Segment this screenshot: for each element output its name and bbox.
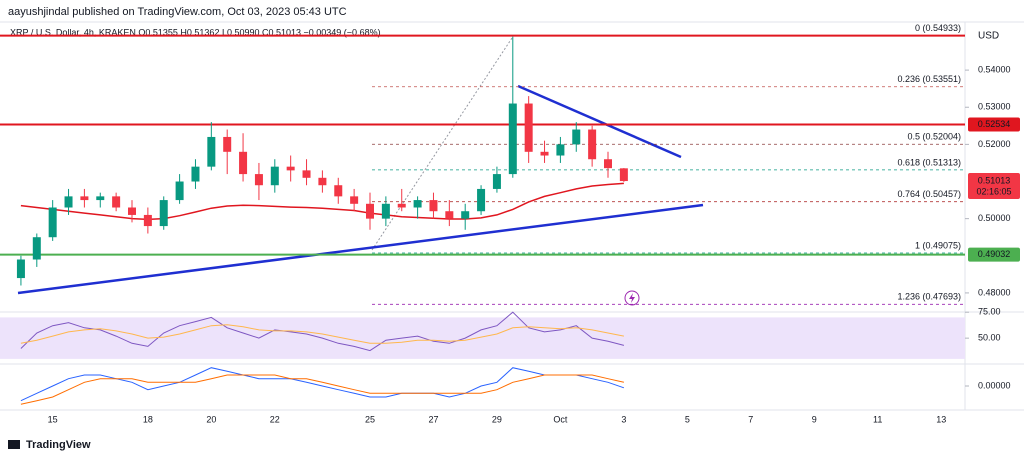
candle-body [397, 203, 406, 208]
trendline [517, 84, 682, 159]
candle-body [270, 166, 279, 186]
alert-icon [624, 290, 640, 306]
candle-body [223, 136, 232, 152]
candle-body [413, 200, 422, 208]
fib-label: 1 (0.49075) [915, 240, 961, 250]
indicator-line [20, 324, 624, 344]
indicator-line [20, 367, 625, 402]
price-tag-label: 0.52534 [978, 119, 1011, 129]
candle-body [556, 144, 565, 156]
x-tick-label: 22 [270, 414, 280, 424]
y-tick-label: 0.52000 [978, 139, 1011, 149]
price-tag-label: 0.51013 [978, 175, 1011, 185]
y-tick-label: 0.48000 [978, 287, 1011, 297]
candle-body [32, 237, 41, 260]
candle-body [604, 159, 612, 169]
candle-body [492, 174, 501, 189]
candle-body [16, 259, 25, 279]
y-unit: USD [978, 31, 999, 42]
x-tick-label: 13 [936, 414, 946, 424]
candle-body [207, 136, 216, 167]
source: TradingView [26, 439, 91, 451]
logo [8, 440, 20, 449]
candle-body [619, 168, 628, 182]
candle-body [366, 203, 374, 219]
x-tick-label: 3 [621, 414, 626, 424]
fib-label: 1.236 (0.47693) [897, 292, 961, 302]
candle-body [143, 214, 152, 227]
price-tag [968, 117, 1020, 132]
candle-body [350, 196, 359, 204]
y-tick-label: 50.00 [978, 333, 1001, 343]
candle-body [540, 151, 549, 156]
candle-body [239, 151, 248, 175]
price-tag [968, 247, 1020, 262]
candle-body [159, 200, 168, 227]
x-tick-label: 25 [365, 414, 375, 424]
indicator-line [20, 311, 625, 352]
y-tick-label: 0.54000 [978, 64, 1011, 74]
y-tick-label: 0.00000 [978, 380, 1011, 390]
plot: 15 18 20 22 25 27 29 Oct 3 5 7 9 11 13 0.54000 0.53000 0… [0, 23, 1024, 424]
candle-body [128, 207, 136, 215]
candle-body [80, 196, 89, 201]
fib-label: 0.5 (0.52004) [907, 132, 961, 142]
trendline [17, 203, 704, 295]
y-tick-label: 0.50000 [978, 213, 1011, 223]
fib-label: 0.764 (0.50457) [897, 189, 961, 199]
candle-body [286, 166, 295, 171]
candle-body [461, 211, 470, 219]
x-tick-label: 27 [428, 414, 438, 424]
x-tick-label: 9 [812, 414, 817, 424]
candle-body [191, 166, 200, 182]
x-tick-label: 15 [48, 414, 58, 424]
fib-label: 0 (0.54933) [915, 23, 961, 33]
candle-body [445, 211, 454, 219]
candle-body [588, 129, 597, 160]
x-tick-label: 20 [206, 414, 216, 424]
x-tick-label: 5 [685, 414, 690, 424]
price-tag [968, 173, 1020, 200]
fib-label: 0.236 (0.53551) [897, 74, 961, 84]
candle-body [64, 196, 73, 208]
candle-body [48, 207, 57, 238]
candle-body [477, 188, 486, 212]
indicator-line [20, 374, 625, 405]
price-tag-countdown: 02:16:05 [976, 186, 1011, 196]
candle-body [334, 185, 343, 197]
candle-body [381, 203, 390, 219]
candle-body [175, 181, 184, 201]
candle-body [254, 174, 263, 186]
x-tick-label: 11 [873, 414, 882, 424]
candle-body [318, 177, 327, 186]
candle-body [96, 196, 105, 201]
candle-body [508, 103, 517, 175]
price-tag-label: 0.49032 [978, 249, 1011, 259]
chart-title: aayushjindal published on TradingView.co… [8, 6, 347, 18]
x-tick-label: 18 [143, 414, 153, 424]
x-tick-label: 7 [748, 414, 753, 424]
candle-body [302, 170, 311, 178]
rsi-band [0, 317, 965, 359]
fib-label: 0.618 (0.51313) [897, 157, 961, 167]
moving-average [20, 182, 624, 221]
candle-body [112, 196, 121, 208]
candle-body [429, 200, 438, 212]
candle-body [572, 129, 581, 145]
x-tick-label: 29 [492, 414, 502, 424]
candle-body [524, 103, 533, 152]
x-tick-label: Oct [553, 414, 568, 424]
y-tick-label: 0.53000 [978, 102, 1011, 112]
y-tick-label: 75.00 [978, 307, 1001, 317]
chart-subtitle: XRP / U.S. Dollar, 4h, KRAKEN O0.51355 H… [10, 27, 381, 37]
